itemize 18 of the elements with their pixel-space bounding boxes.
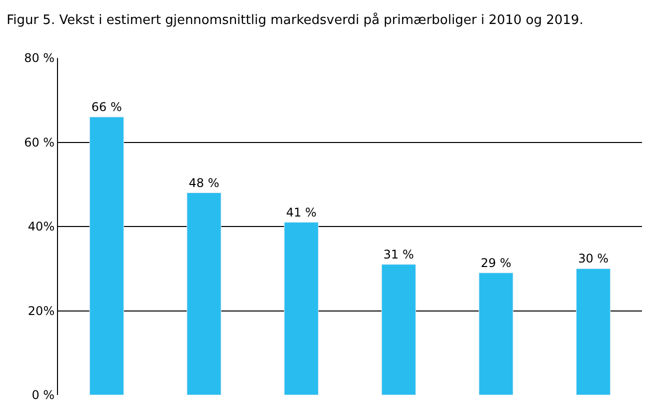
bar (284, 222, 319, 395)
bar (89, 116, 124, 395)
y-tick-label: 80 % (24, 51, 55, 66)
y-tick-label: 60 % (24, 135, 55, 150)
data-label: 66 % (91, 100, 122, 114)
bar (478, 272, 514, 395)
data-label: 29 % (480, 256, 512, 270)
bar (186, 192, 222, 395)
data-label: 31 % (383, 247, 414, 262)
data-label: 41 % (286, 205, 317, 220)
bar (576, 268, 611, 395)
chart-title: Figur 5. Vekst i estimert gjennomsnittlig markedsverdi på primærboliger i 2010 og 2019. (6, 12, 584, 28)
bar (381, 264, 416, 395)
data-label: 30 % (578, 252, 609, 266)
y-tick-label: 0 % (32, 388, 55, 402)
y-tick-label: 20% (28, 304, 55, 318)
y-tick-label: 40% (28, 220, 55, 234)
data-label: 48 % (188, 176, 220, 190)
